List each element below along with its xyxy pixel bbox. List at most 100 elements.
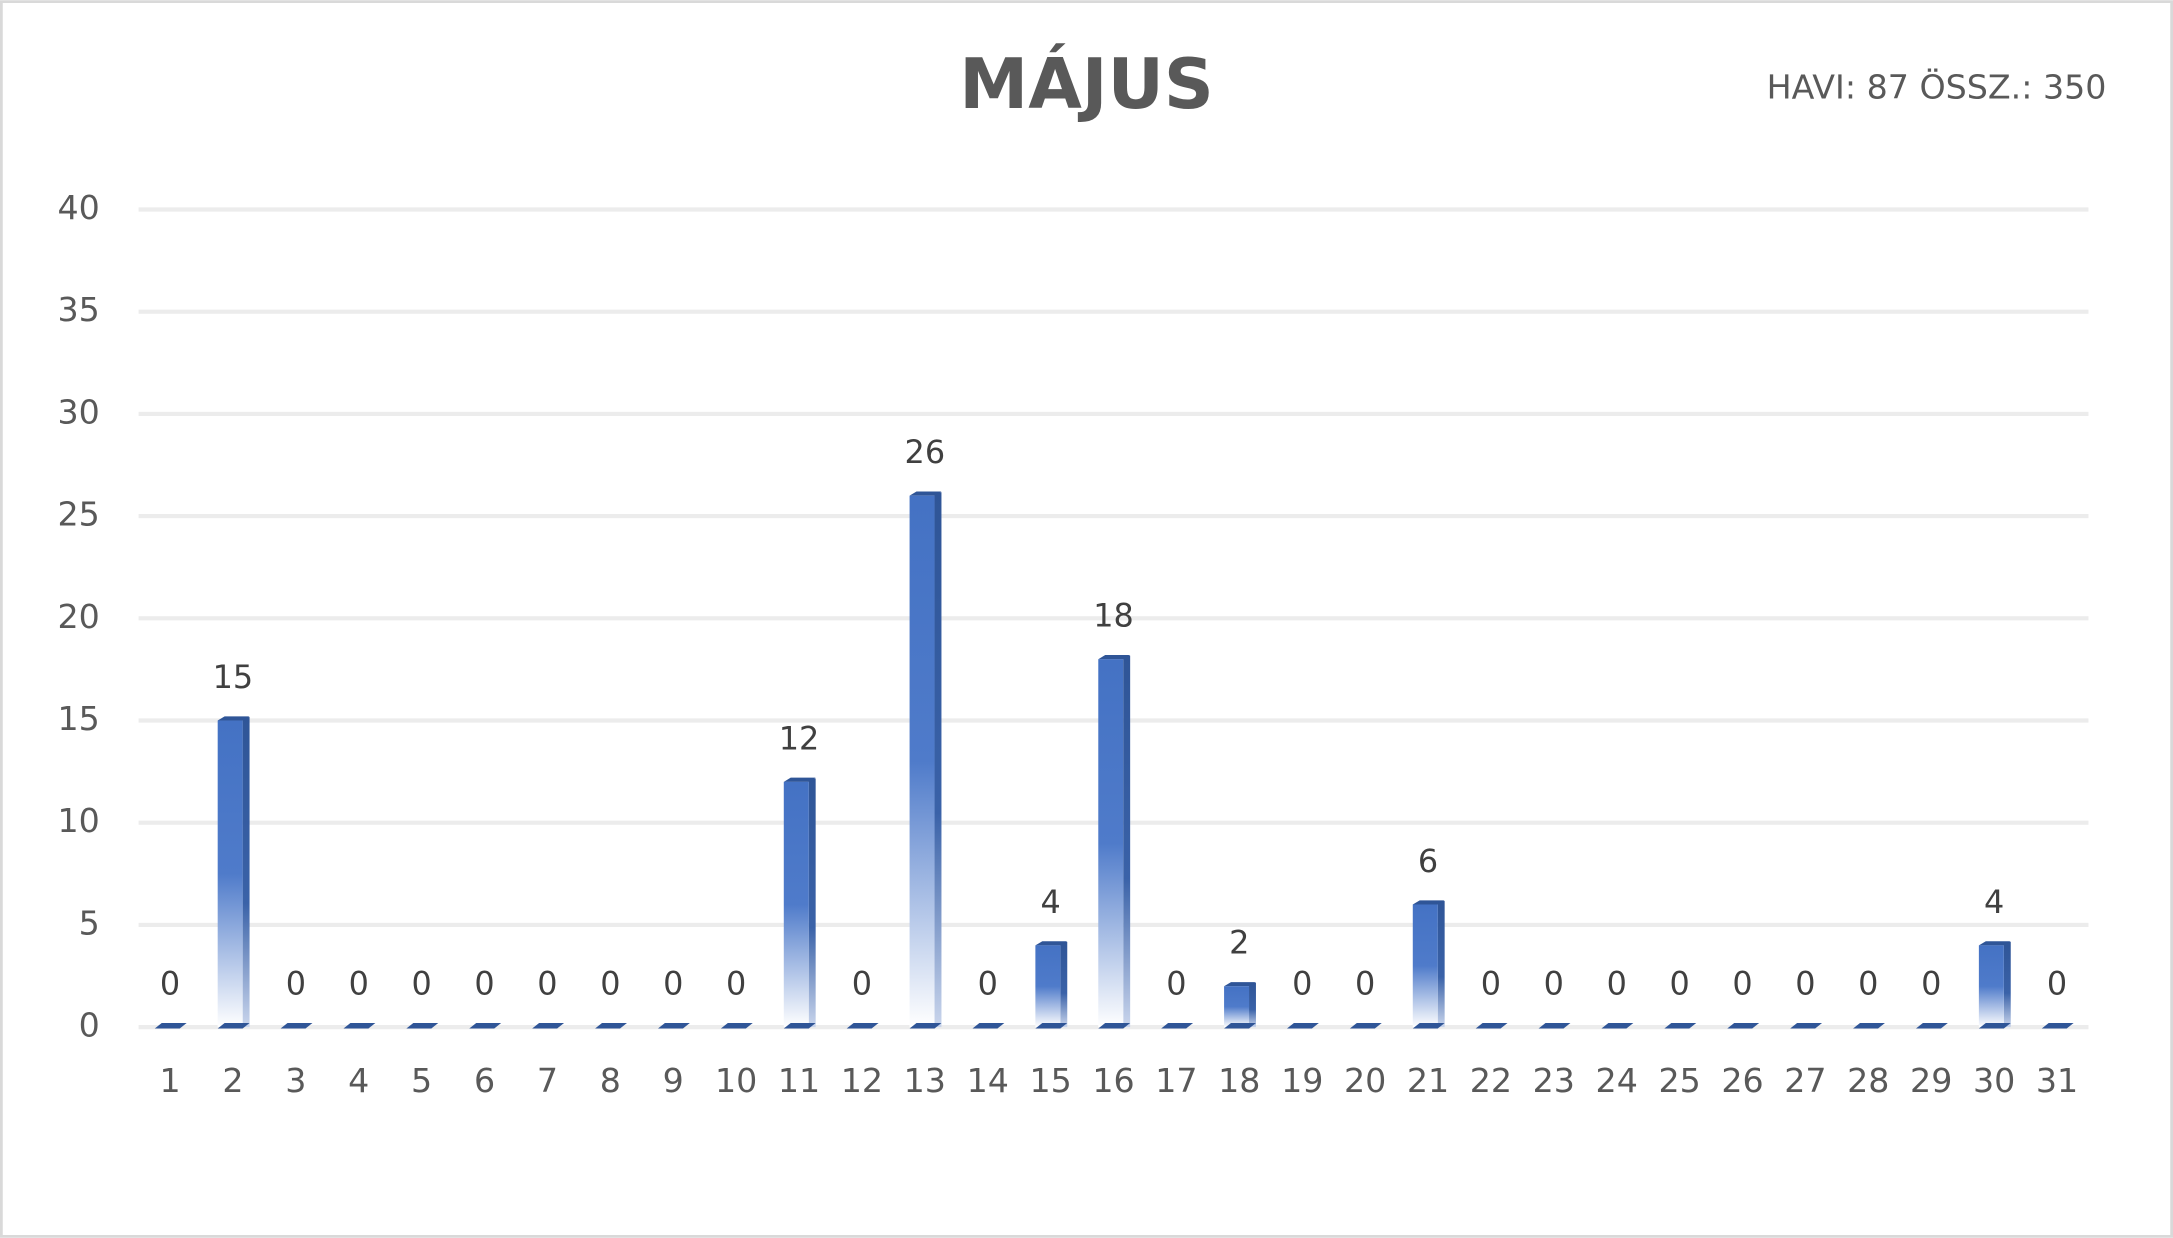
value-label: 0 <box>726 965 746 1003</box>
x-tick-label: 9 <box>663 1061 684 1100</box>
value-label: 0 <box>1669 965 1689 1003</box>
bar-top <box>1978 941 2011 946</box>
bar-base <box>1664 1022 1697 1029</box>
bar-side <box>1437 901 1445 1028</box>
value-label: 6 <box>1418 842 1438 880</box>
bar-base <box>1601 1022 1634 1029</box>
x-tick-label: 10 <box>715 1061 757 1100</box>
bar <box>909 495 935 1028</box>
bar-base <box>343 1022 376 1029</box>
bar-base <box>1224 1022 1256 1029</box>
bar-top <box>217 716 250 721</box>
x-tick-label: 18 <box>1218 1061 1260 1100</box>
y-tick-label: 25 <box>57 495 99 534</box>
bar-base <box>595 1022 627 1029</box>
value-label: 4 <box>1984 883 2004 921</box>
x-tick-label: 28 <box>1847 1061 1889 1100</box>
x-tick-label: 8 <box>600 1061 621 1100</box>
bar-base <box>532 1022 565 1029</box>
bar <box>217 720 243 1028</box>
bar-base <box>972 1022 1005 1029</box>
x-tick-label: 30 <box>1973 1061 2015 1100</box>
bar-base <box>1915 1022 1948 1029</box>
value-label: 0 <box>600 965 620 1003</box>
bar-base <box>1035 1022 1068 1029</box>
bar-side <box>934 492 942 1028</box>
value-label: 0 <box>978 965 998 1003</box>
value-label: 26 <box>905 433 946 471</box>
bar-side <box>2003 941 2011 1028</box>
y-tick-label: 10 <box>57 801 99 840</box>
value-label: 4 <box>1040 883 1060 921</box>
x-tick-label: 25 <box>1658 1061 1700 1100</box>
bar <box>1412 904 1438 1028</box>
y-tick-label: 0 <box>79 1006 100 1045</box>
x-tick-label: 31 <box>2036 1061 2078 1100</box>
y-tick-label: 40 <box>57 188 99 227</box>
x-tick-label: 21 <box>1407 1061 1449 1100</box>
value-label: 0 <box>1858 965 1878 1003</box>
value-label: 15 <box>213 658 254 696</box>
bar-base <box>909 1022 942 1029</box>
bar-base <box>1286 1022 1319 1029</box>
x-tick-label: 26 <box>1721 1061 1763 1100</box>
bar-base <box>783 1022 816 1029</box>
x-tick-label: 12 <box>841 1061 883 1100</box>
value-label: 0 <box>663 965 683 1003</box>
bar <box>1978 945 2004 1028</box>
bar-base <box>1412 1022 1445 1029</box>
bar-side <box>1123 655 1131 1028</box>
value-label: 0 <box>160 965 180 1003</box>
value-label: 0 <box>1355 965 1375 1003</box>
value-label: 0 <box>1732 965 1752 1003</box>
bar <box>1098 659 1124 1028</box>
bar-base <box>657 1022 690 1029</box>
bar-base <box>217 1022 250 1029</box>
value-label: 12 <box>779 719 820 757</box>
x-tick-label: 13 <box>904 1061 946 1100</box>
value-label: 0 <box>852 965 872 1003</box>
x-tick-label: 3 <box>285 1061 306 1100</box>
bar-top <box>909 491 942 496</box>
x-tick-label: 15 <box>1029 1061 1071 1100</box>
value-label: 0 <box>2047 965 2067 1003</box>
value-label: 0 <box>474 965 494 1003</box>
x-tick-label: 7 <box>537 1061 558 1100</box>
y-tick-label: 15 <box>57 699 99 738</box>
bar-side <box>808 778 816 1028</box>
value-label: 0 <box>1795 965 1815 1003</box>
value-label: 0 <box>1607 965 1627 1003</box>
x-tick-label: 2 <box>222 1061 243 1100</box>
bar-top <box>1224 982 1256 987</box>
value-label: 0 <box>1544 965 1564 1003</box>
value-label: 0 <box>349 965 369 1003</box>
bar <box>1035 945 1061 1028</box>
bar-base <box>1161 1022 1194 1029</box>
y-tick-label: 5 <box>79 903 100 942</box>
value-label: 0 <box>286 965 306 1003</box>
x-tick-label: 23 <box>1533 1061 1575 1100</box>
bar-base <box>2041 1022 2074 1029</box>
x-tick-label: 20 <box>1344 1061 1386 1100</box>
bar-top <box>1412 900 1445 905</box>
y-tick-label: 30 <box>57 392 99 431</box>
bar-side <box>1249 982 1256 1028</box>
bar-side <box>242 717 250 1028</box>
value-label: 0 <box>1166 965 1186 1003</box>
bar-top <box>1035 941 1068 946</box>
value-label: 0 <box>537 965 557 1003</box>
bar-base <box>280 1022 313 1029</box>
value-label: 0 <box>1292 965 1312 1003</box>
bar-base <box>720 1022 753 1029</box>
x-tick-label: 19 <box>1281 1061 1323 1100</box>
bar-base <box>1538 1022 1571 1029</box>
bar-base <box>1727 1022 1760 1029</box>
x-tick-label: 1 <box>159 1061 180 1100</box>
bar-base <box>469 1022 502 1029</box>
bar-base <box>1349 1022 1382 1029</box>
bar-top <box>1098 655 1131 660</box>
y-tick-label: 20 <box>57 597 99 636</box>
x-tick-label: 11 <box>778 1061 820 1100</box>
bar-base <box>1098 1022 1131 1029</box>
